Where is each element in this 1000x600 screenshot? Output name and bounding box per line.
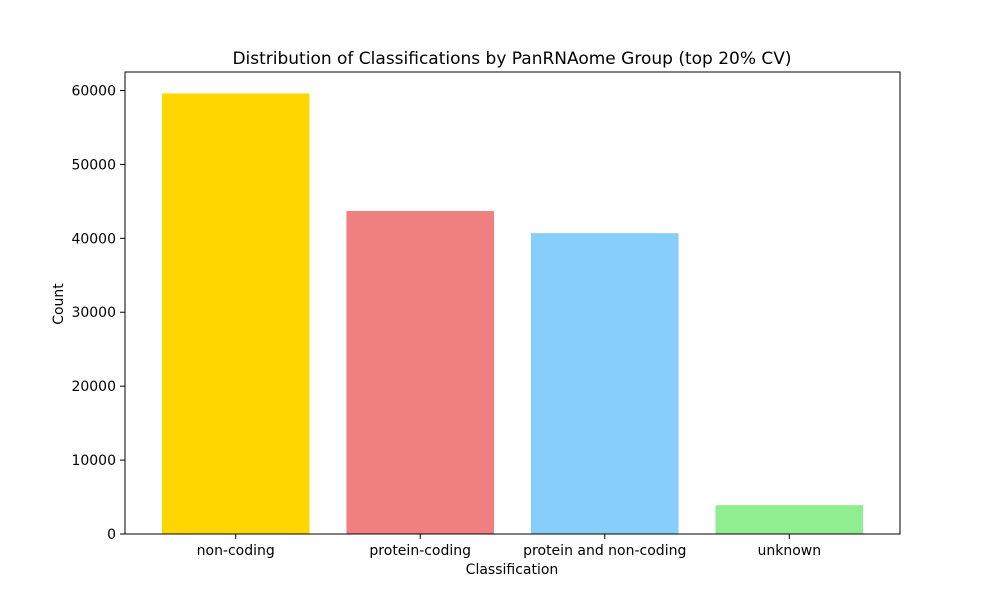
y-tick-label: 20000: [71, 379, 116, 395]
x-tick-label: protein-coding: [369, 543, 471, 559]
ticks-layer: non-coding protein-coding protein and non-…: [71, 83, 821, 559]
x-tick-label: non-coding: [197, 543, 275, 559]
x-tick-label: protein and non-coding: [523, 543, 686, 559]
y-tick-label: 60000: [71, 83, 116, 99]
y-tick-label: 0: [107, 527, 116, 543]
chart-title: Distribution of Classifications by PanRN…: [232, 49, 791, 69]
bar-protein-coding: [346, 210, 495, 534]
y-tick-label: 50000: [71, 157, 116, 173]
y-tick-label: 30000: [71, 305, 116, 321]
x-tick-label: unknown: [757, 543, 821, 559]
x-axis-label: Classification: [466, 562, 559, 578]
bar-protein-and-non-coding: [530, 233, 679, 534]
plot-area-frame: [124, 71, 901, 535]
bar-non-coding: [161, 93, 310, 534]
y-axis-label: Count: [51, 283, 67, 325]
y-tick-label: 40000: [71, 231, 116, 247]
y-tick-label: 10000: [71, 453, 116, 469]
bar-unknown: [715, 505, 864, 534]
bars-layer: [161, 93, 864, 534]
